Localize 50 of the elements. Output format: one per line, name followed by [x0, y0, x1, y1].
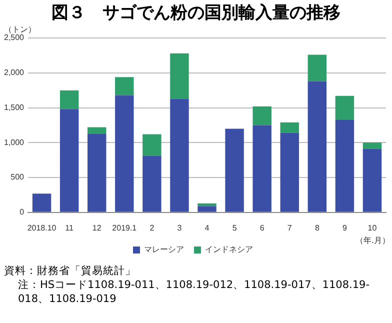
bar: [198, 206, 216, 212]
bar: [362, 142, 382, 149]
bar: [170, 53, 189, 99]
legend-label: マレーシア: [144, 245, 184, 254]
y-tick-label: 2,000: [4, 68, 25, 78]
chart-title: 図３ サゴでん粉の国別輸入量の推移: [50, 2, 342, 24]
y-tick-label: 2,500: [4, 33, 25, 42]
bar: [308, 54, 327, 82]
x-tick-label: 10: [368, 223, 378, 232]
x-tick-label: 3: [177, 223, 182, 232]
bar: [115, 95, 134, 212]
text: 資料：財務省「貿易統計」: [4, 264, 137, 278]
bar: [280, 132, 299, 212]
bar: [335, 120, 354, 212]
x-tick-label: 8: [314, 223, 320, 232]
bar: [252, 125, 272, 212]
x-tick-label: 2018.10: [27, 223, 57, 232]
bar: [225, 128, 244, 212]
bar: [60, 90, 79, 110]
bar: [198, 203, 216, 206]
x-tick-label: 2: [150, 223, 155, 232]
x-tick-label: 4: [204, 223, 210, 232]
bar: [88, 127, 106, 134]
bar: [280, 122, 299, 133]
x-tick-label: 5: [232, 223, 238, 232]
x-tick-label: 7: [287, 223, 292, 232]
x-axis-title: （年.月）: [355, 236, 390, 246]
bar: [252, 106, 272, 126]
x-tick-label: 9: [342, 223, 348, 232]
bar: [88, 134, 106, 212]
y-tick-label: 1,000: [4, 138, 25, 147]
bar: [142, 156, 162, 212]
legend-label: インドネシア: [205, 245, 253, 254]
bar: [142, 134, 162, 156]
bar: [115, 77, 134, 96]
bar: [362, 148, 382, 212]
x-tick-label: 11: [65, 223, 74, 232]
y-axis-title: （トン）: [4, 25, 36, 34]
x-tick-label: 2019.1: [112, 223, 138, 232]
bar: [60, 109, 79, 212]
bar: [32, 194, 52, 212]
x-tick-label: 12: [92, 223, 102, 232]
x-tick-label: 6: [260, 223, 265, 232]
y-tick-label: 1,500: [4, 102, 25, 112]
y-tick-label: 500: [10, 172, 25, 182]
bar: [170, 98, 189, 212]
y-tick-label: 0: [20, 208, 25, 217]
bar: [308, 81, 327, 212]
bar: [335, 96, 354, 120]
text: 注：HSコード1108.19-011、1108.19-012、1108.19-017、1108.19-018、1108.19-019: [17, 278, 371, 306]
